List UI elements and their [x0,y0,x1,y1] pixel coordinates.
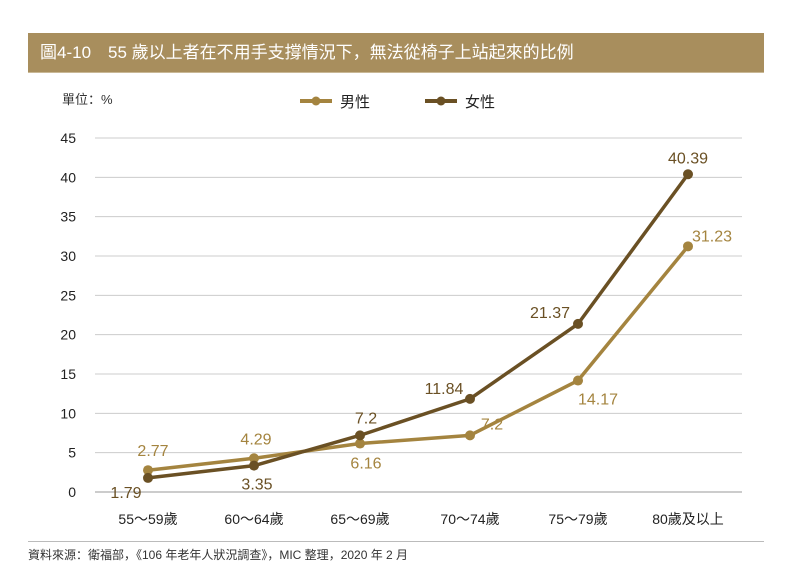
x-tick-label: 60～64歲 [224,511,283,527]
y-tick-label: 15 [60,366,76,382]
data-label: 11.84 [425,381,464,398]
divider [28,541,764,542]
data-point [573,375,583,386]
legend-marker [311,96,321,106]
y-tick-label: 5 [68,445,76,461]
data-label: 6.16 [350,456,381,473]
series-line [147,173,690,480]
data-point [465,393,475,404]
data-point [355,430,365,441]
data-point [143,465,153,476]
y-tick-label: 20 [60,327,76,343]
x-tick-label: 70～74歲 [440,511,499,527]
data-label: 31.23 [692,228,732,245]
legend-label: 男性 [340,94,370,111]
y-tick-label: 10 [60,405,76,421]
data-point [249,453,259,464]
x-tick-label: 65～69歲 [330,511,389,527]
data-label: 7.2 [355,410,377,427]
chart-title: 圖4-10 55 歲以上者在不用手支撐情況下，無法從椅子上站起來的比例 [28,33,764,72]
data-label: 2.77 [137,443,168,460]
data-label: 14.17 [578,392,618,409]
y-tick-label: 25 [60,287,76,303]
data-point [249,460,259,471]
unit-label: 單位：% [62,92,113,107]
series-line [147,245,690,472]
source-note: 資料來源：衛福部，《106 年老年人狀況調查》，MIC 整理，2020 年 2 … [28,548,409,562]
y-tick-label: 30 [60,248,76,264]
y-tick-label: 45 [60,130,76,146]
y-tick-label: 0 [68,484,76,500]
data-point [143,472,153,483]
data-label: 40.39 [668,150,708,167]
data-point [573,318,583,329]
data-point [683,169,693,180]
x-tick-label: 55～59歲 [118,511,177,527]
data-label: 3.35 [241,477,272,494]
data-label: 21.37 [530,305,570,322]
data-label: 1.79 [110,485,141,502]
data-point [355,438,365,449]
data-label: 4.29 [240,431,271,448]
legend-marker [436,96,446,106]
data-point [465,430,475,441]
data-label: 7.2 [481,416,503,433]
data-point [683,241,693,252]
legend-label: 女性 [465,93,495,111]
x-tick-label: 80歲及以上 [652,511,724,527]
y-tick-label: 35 [60,209,76,225]
y-tick-label: 40 [60,169,76,185]
x-tick-label: 75～79歲 [548,511,607,527]
